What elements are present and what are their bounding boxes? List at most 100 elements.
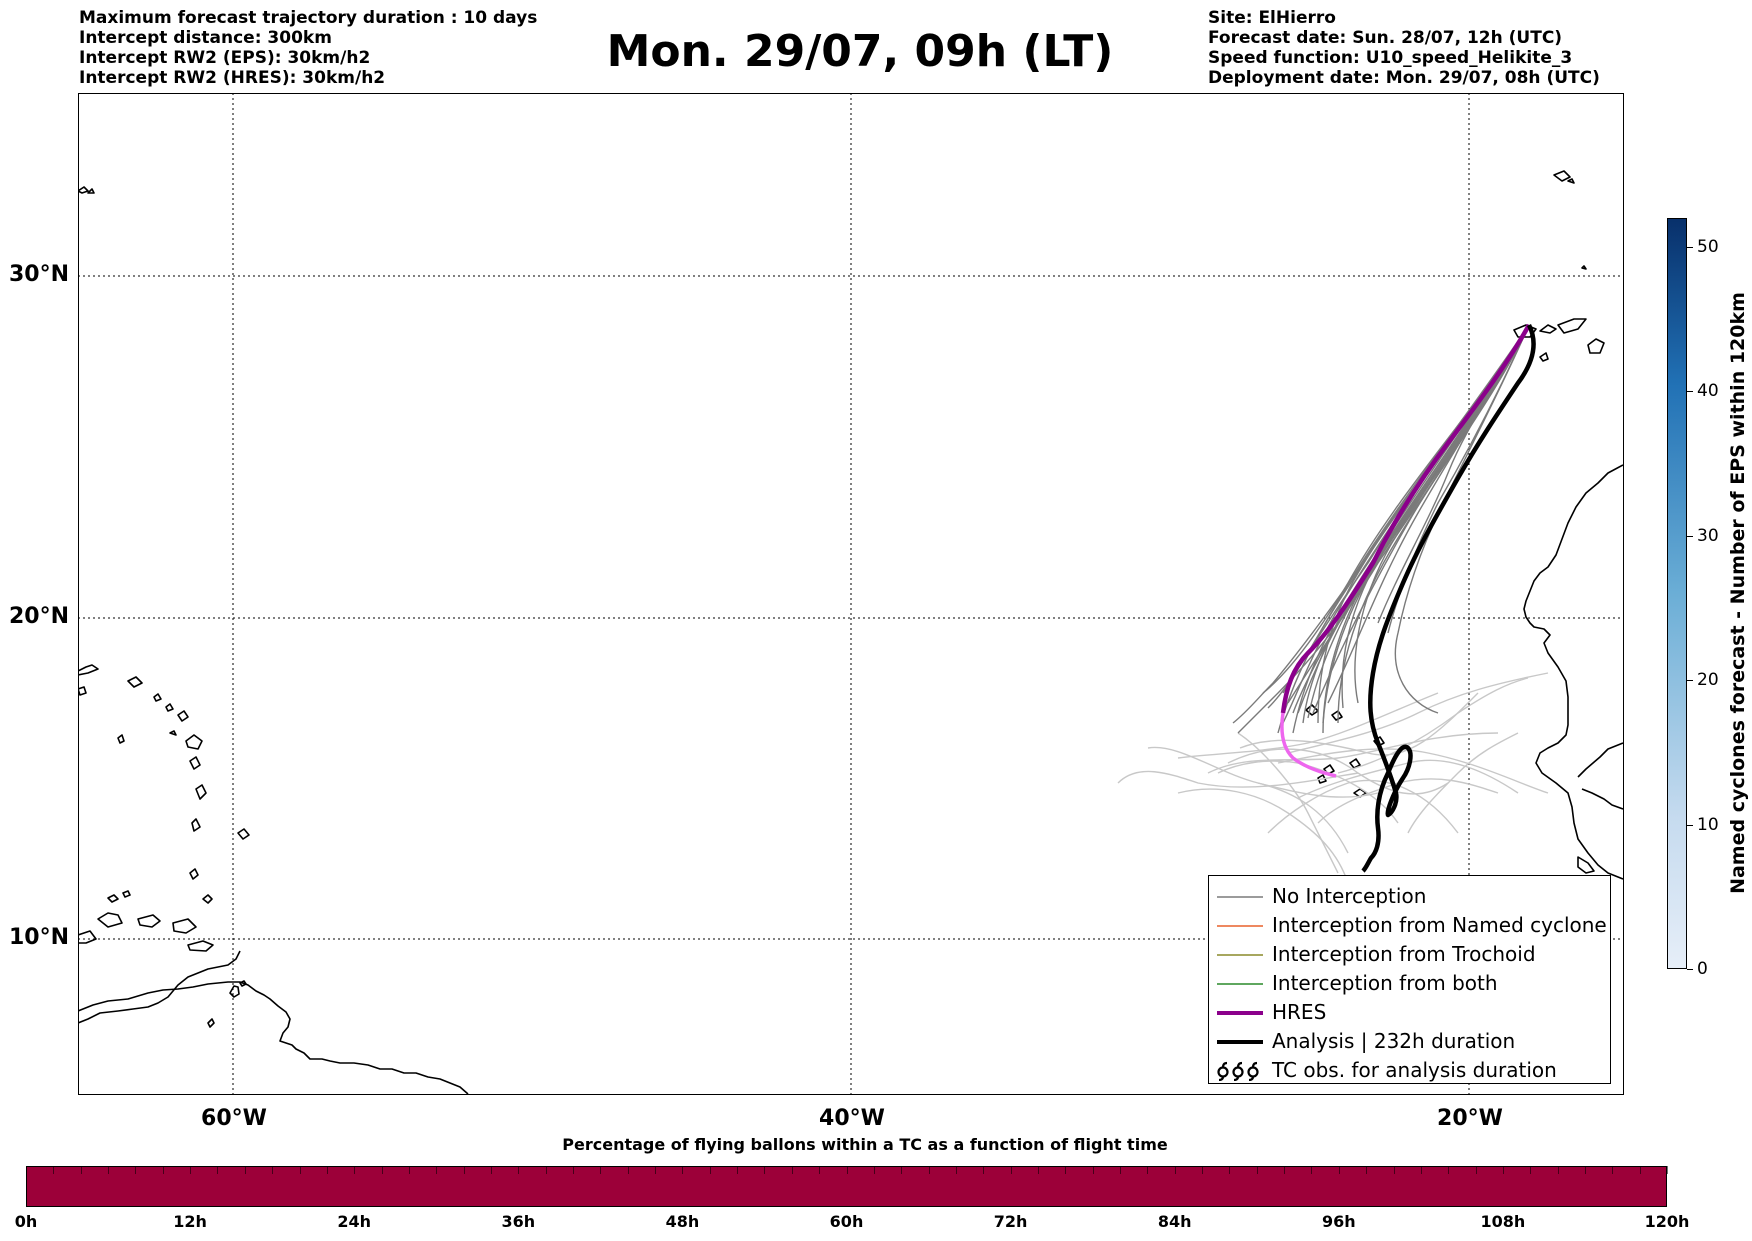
flight-bar-tick	[955, 1166, 957, 1174]
trinidad	[229, 985, 240, 998]
flight-bar-tick-label: 12h	[173, 1212, 207, 1231]
flight-bar-tick	[1037, 1166, 1039, 1174]
flight-bar-tick	[928, 1166, 930, 1174]
island-small-6	[169, 730, 177, 736]
coastlines	[78, 170, 1623, 1094]
flight-bar-tick	[1366, 1166, 1368, 1174]
colorbar-tick-label: 40	[1697, 381, 1719, 402]
canary-4	[1587, 338, 1605, 354]
canary-2	[1539, 324, 1557, 334]
colorbar-tick-label: 10	[1697, 814, 1719, 835]
info-line: Intercept distance: 300km	[79, 28, 332, 48]
line-swatch-icon	[1217, 983, 1263, 985]
flight-bar-tick-label: 120h	[1644, 1212, 1690, 1231]
grenada	[207, 1018, 215, 1028]
lon-label: 40°W	[819, 1106, 885, 1131]
flight-bar-tick	[600, 1166, 602, 1174]
flight-bar-tick	[983, 1166, 985, 1174]
info-line: Site: ElHierro	[1208, 8, 1336, 28]
flight-bar-tick	[1393, 1166, 1395, 1174]
africa-coast-3	[1581, 788, 1623, 810]
legend-label: No Interception	[1272, 884, 1427, 908]
flight-bar-tick	[1502, 1166, 1504, 1174]
eps-colorbar	[1667, 218, 1687, 969]
canary-5	[1539, 352, 1549, 362]
flight-bar-tick	[1256, 1166, 1258, 1174]
cape-verde-2	[1331, 710, 1343, 721]
legend-label: Interception from Trochoid	[1272, 942, 1536, 966]
trajectory-map	[78, 93, 1623, 1094]
flight-bar-tick	[80, 1166, 82, 1174]
flight-bar-tick-label: 96h	[1321, 1212, 1356, 1231]
info-line: Forecast date: Sun. 28/07, 12h (UTC)	[1208, 28, 1563, 48]
flight-bar-tick	[1448, 1166, 1450, 1174]
colorbar-tick-label: 20	[1697, 670, 1719, 691]
margarita-island	[187, 940, 214, 952]
africa-coast	[1523, 464, 1623, 880]
colorbar-tick	[1687, 969, 1693, 970]
gridlines	[78, 93, 1623, 1094]
flight-bar-tick	[26, 1166, 27, 1174]
info-line: Intercept RW2 (EPS): 30km/h2	[79, 48, 371, 68]
coast-line-a	[97, 912, 123, 928]
gulf-islands	[1577, 856, 1595, 874]
info-line: Intercept RW2 (HRES): 30km/h2	[79, 68, 386, 88]
legend-item: Analysis | 232h duration	[1209, 1027, 1609, 1055]
madeira-2	[1567, 178, 1575, 184]
legend-item: Interception from Trochoid	[1209, 940, 1609, 968]
flight-bar-tick	[190, 1166, 192, 1174]
cyclone-symbol-icon	[1217, 1061, 1259, 1081]
flight-bar-tick-label: 60h	[829, 1212, 864, 1231]
flight-bar-tick	[1092, 1166, 1094, 1174]
antigua	[177, 710, 189, 722]
legend-label: Analysis | 232h duration	[1272, 1029, 1516, 1053]
island-small-1	[237, 828, 250, 840]
st-lucia	[191, 818, 201, 832]
flight-bar-tick	[1612, 1166, 1614, 1174]
flight-bar-title: Percentage of flying ballons within a TC…	[562, 1135, 1168, 1154]
martinique	[195, 784, 207, 800]
colorbar-tick	[1687, 246, 1693, 248]
abc-island-1	[107, 894, 119, 903]
line-swatch-icon	[1217, 1040, 1263, 1044]
flight-bar-tick-label: 84h	[1157, 1212, 1192, 1231]
flight-bar-tick	[1667, 1166, 1668, 1174]
colorbar-tick	[1687, 535, 1693, 537]
flight-bar-tick	[545, 1166, 547, 1174]
flight-bar-tick	[791, 1166, 793, 1174]
flight-bar-tick-label: 48h	[665, 1212, 700, 1231]
trajectories-late	[1117, 672, 1549, 884]
flight-bar-tick	[1065, 1166, 1067, 1174]
legend-item: Interception from Named cyclone	[1209, 911, 1609, 939]
virgin-islands	[127, 676, 143, 688]
line-swatch-icon	[1217, 896, 1263, 898]
flight-bar-tick	[1639, 1166, 1641, 1174]
canary-3	[1557, 318, 1587, 334]
flight-bar-tick	[1229, 1166, 1231, 1174]
flight-bar-tick	[272, 1166, 274, 1174]
barbados	[202, 894, 213, 904]
line-swatch-icon	[1217, 925, 1263, 927]
flight-bar-tick	[381, 1166, 383, 1174]
flight-bar-tick-label: 108h	[1480, 1212, 1526, 1231]
colorbar-tick-label: 30	[1697, 525, 1719, 546]
legend-label: TC obs. for analysis duration	[1272, 1058, 1557, 1082]
cape-verde-7	[1317, 774, 1327, 784]
flight-bar-tick	[326, 1166, 328, 1174]
flight-bar-tick	[217, 1166, 219, 1174]
abc-island-2	[122, 890, 131, 898]
flight-bar-tick	[518, 1166, 520, 1174]
legend-item: Interception from both	[1209, 969, 1609, 997]
flight-bar-tick	[408, 1166, 410, 1174]
island-small-2	[117, 734, 125, 744]
south-america-coast	[78, 981, 469, 1094]
flight-bar-tick	[299, 1166, 301, 1174]
flight-bar-tick	[655, 1166, 657, 1174]
flight-bar-tick	[1174, 1166, 1176, 1174]
flight-bar-tick	[682, 1166, 684, 1174]
flight-bar-tick	[436, 1166, 438, 1174]
flight-bar-tick	[1010, 1166, 1012, 1174]
colorbar-tick-label: 50	[1697, 236, 1719, 257]
colorbar-tick	[1687, 391, 1693, 393]
flight-bar-tick	[627, 1166, 629, 1174]
